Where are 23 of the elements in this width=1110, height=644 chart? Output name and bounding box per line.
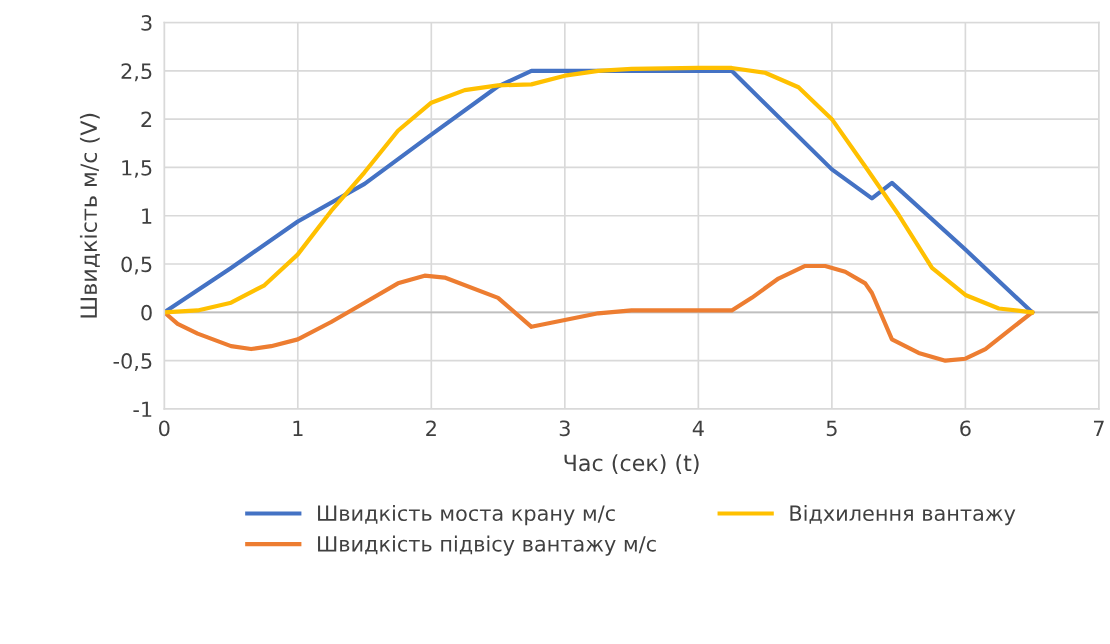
x-tick-label: 2 xyxy=(426,420,436,436)
y-tick-label: -1 xyxy=(133,401,152,417)
y-axis-title: Швидкість м/с (V) xyxy=(79,113,100,318)
legend-label: Швидкість підвісу вантажу м/с xyxy=(318,535,656,556)
y-tick-label: 0 xyxy=(141,304,152,321)
x-axis-title: Час (сек) (t) xyxy=(564,454,699,474)
y-tick-label: 2,5 xyxy=(121,63,152,82)
line-series xyxy=(164,263,1035,363)
legend-label: Відхилення вантажу xyxy=(790,504,1016,526)
y-tick-label: 2 xyxy=(141,111,152,128)
y-tick-label: 3 xyxy=(141,14,152,31)
x-tick-label: 5 xyxy=(826,420,837,437)
y-tick-label: 1,5 xyxy=(122,160,152,178)
y-tick-label: -0,5 xyxy=(113,353,152,371)
x-tick-label: 4 xyxy=(692,420,704,436)
x-tick-label: 7 xyxy=(1093,420,1104,436)
x-tick-label: 3 xyxy=(559,420,570,437)
x-tick-label: 1 xyxy=(293,420,303,436)
x-tick-label: 6 xyxy=(960,420,971,437)
legend-label: Швидкість моста крану м/с xyxy=(318,504,615,526)
y-tick-label: 0,5 xyxy=(121,256,152,275)
x-tick-label: 0 xyxy=(159,420,170,437)
y-tick-label: 1 xyxy=(142,208,152,224)
